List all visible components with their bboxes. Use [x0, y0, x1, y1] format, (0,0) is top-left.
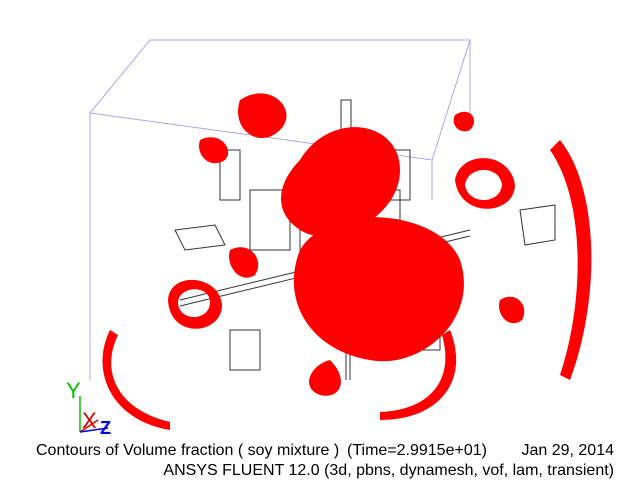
date-label: Jan 29, 2014: [521, 442, 614, 459]
y-axis-label: Y: [66, 378, 81, 403]
z-axis-label: Z: [100, 418, 111, 438]
contour-title: Contours of Volume fraction ( soy mixtur…: [36, 442, 339, 459]
x-axis-label: X: [82, 408, 97, 433]
solver-label: ANSYS FLUENT 12.0 (3d, pbns, dynamesh, v…: [163, 462, 614, 479]
time-label: (Time=2.9915e+01): [347, 442, 487, 459]
graphics-window: Y X Z Contours of Volume fraction ( soy …: [0, 0, 619, 483]
